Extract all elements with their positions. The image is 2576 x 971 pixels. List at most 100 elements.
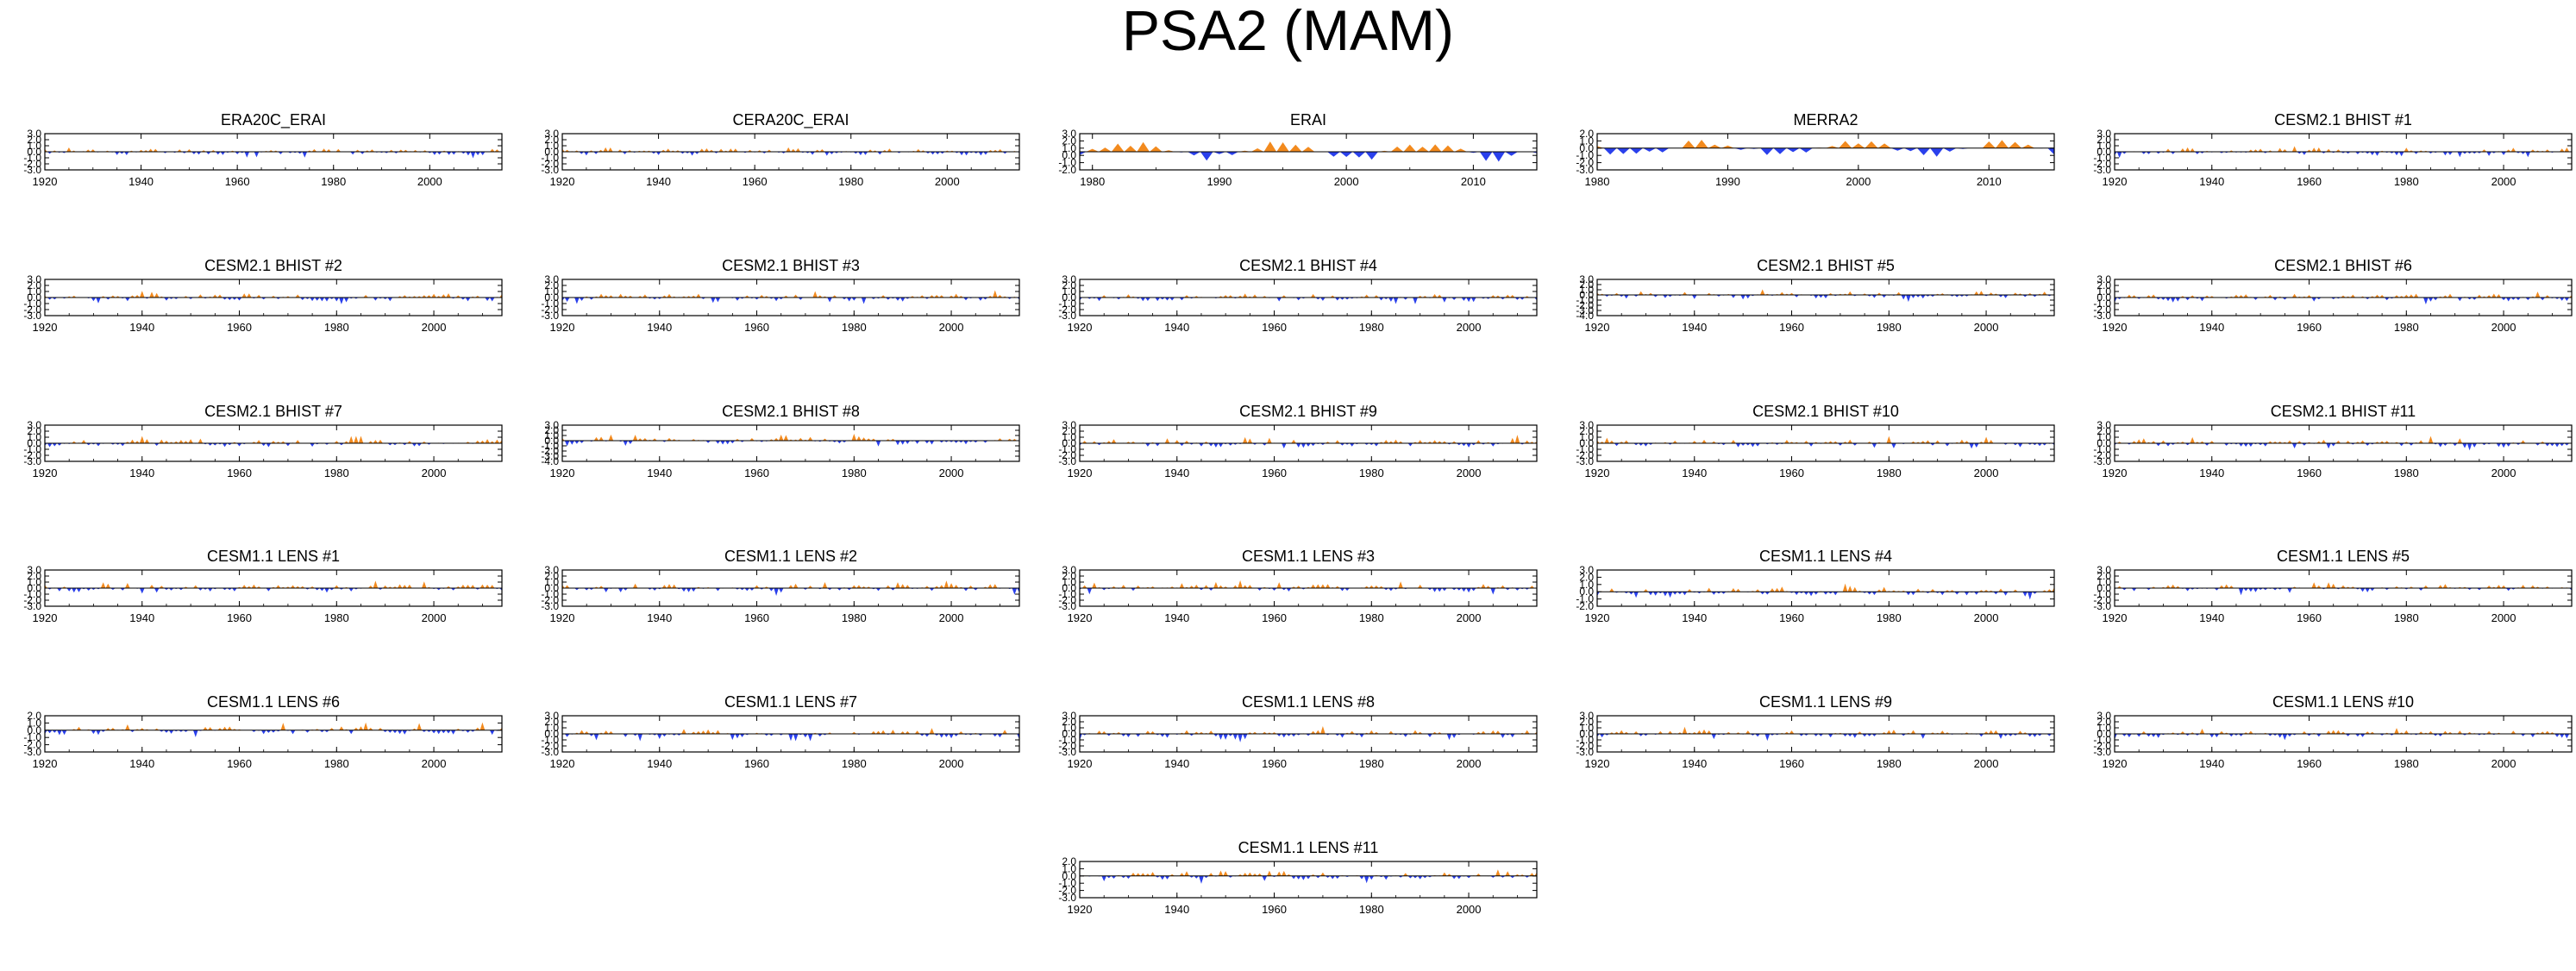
panel-title: CERA20C_ERAI [732, 111, 849, 129]
panel-title: CESM2.1 BHIST #4 [1239, 257, 1377, 274]
x-tick-label: 1980 [1359, 467, 1384, 479]
panel-12: CESM2.1 BHIST #8 3.02.01.00.0-1.0-2.0-3.0… [541, 403, 1020, 479]
y-tick-label: 3.0 [1062, 128, 1076, 140]
y-tick-label: 2.0 [1579, 716, 1594, 728]
y-tick-label: 0.0 [27, 146, 41, 158]
panel-2: CERA20C_ERAI 3.02.01.00.0-1.0-2.0-3.01920… [541, 111, 1020, 188]
y-tick-label: 2.0 [1062, 425, 1076, 437]
y-tick-label: -1.0 [1058, 157, 1076, 169]
x-tick-label: 1920 [550, 611, 575, 624]
y-tick-label: -2.0 [2093, 158, 2111, 170]
x-tick-label: 1960 [2297, 321, 2322, 334]
negative-area [562, 734, 1019, 742]
x-tick-label: 1920 [1068, 467, 1093, 479]
panel-frame [44, 715, 503, 753]
panel-title: CESM1.1 LENS #11 [1238, 839, 1379, 856]
y-tick-label: 2.0 [1579, 571, 1594, 583]
y-tick-label: -2.0 [23, 158, 41, 170]
x-tick-label: 2000 [1457, 757, 1482, 770]
negative-area [47, 588, 502, 594]
panel-title: CESM2.1 BHIST #5 [1757, 257, 1895, 274]
x-tick-label: 1980 [2394, 757, 2419, 770]
y-tick-label: -3.0 [541, 450, 559, 462]
y-tick-label: 0.0 [544, 146, 559, 158]
x-tick-label: 1920 [1585, 467, 1610, 479]
x-tick-label: 1980 [1359, 321, 1384, 334]
positive-area [66, 722, 502, 730]
y-tick-label: 2.0 [2097, 134, 2111, 146]
y-tick-label: -2.0 [2093, 594, 2111, 606]
x-tick-label: 2000 [2491, 321, 2516, 334]
positive-area [1597, 140, 2035, 148]
panel-frame [1596, 279, 2055, 316]
y-tick-label: -3.0 [2093, 746, 2111, 758]
y-tick-label: -2.0 [1058, 740, 1076, 752]
panel-title: CESM2.1 BHIST #8 [722, 403, 860, 420]
negative-area [47, 152, 502, 159]
x-tick-label: 1960 [227, 321, 252, 334]
panel-title: CESM1.1 LENS #8 [1242, 693, 1375, 711]
y-tick-label: 1.0 [544, 429, 559, 442]
y-tick-label: 1.0 [2097, 431, 2111, 443]
y-tick-label: 0.0 [1062, 870, 1076, 882]
x-tick-label: 2000 [1457, 611, 1482, 624]
positive-area [1081, 869, 1537, 876]
y-tick-label: -1.0 [541, 588, 559, 600]
y-tick-label: -3.0 [2093, 310, 2111, 322]
panel-title: CESM2.1 BHIST #2 [204, 257, 342, 274]
y-tick-label: 3.0 [27, 128, 41, 140]
y-tick-label: -1.0 [541, 152, 559, 164]
y-tick-label: -2.0 [1058, 164, 1076, 176]
negative-area [1597, 592, 2038, 600]
positive-area [1087, 726, 1537, 734]
x-tick-label: 1920 [33, 467, 58, 479]
panel-5: CESM2.1 BHIST #1 3.02.01.00.0-1.0-2.0-3.0… [2093, 111, 2573, 188]
x-tick-label: 1920 [2103, 175, 2128, 188]
panel-title: CESM1.1 LENS #7 [724, 693, 857, 711]
x-tick-label: 1960 [1262, 321, 1287, 334]
y-tick-label: 3.0 [1579, 273, 1594, 285]
negative-area [1604, 295, 2053, 303]
negative-area [562, 298, 1019, 304]
y-tick-label: 1.0 [2097, 576, 2111, 588]
y-tick-label: -2.0 [23, 739, 41, 751]
y-tick-label: 0.0 [1579, 142, 1594, 154]
negative-area [1614, 443, 2054, 449]
y-tick-label: 2.0 [27, 425, 41, 437]
y-tick-label: -3.0 [1576, 164, 1594, 176]
x-tick-label: 2000 [1457, 467, 1482, 479]
y-tick-label: -2.0 [541, 158, 559, 170]
panel-title: CESM1.1 LENS #4 [1759, 548, 1892, 565]
y-tick-label: 0.0 [1579, 289, 1594, 301]
y-tick-label: 0.0 [2097, 728, 2111, 740]
y-tick-label: -1.0 [1058, 298, 1076, 310]
y-tick-label: 2.0 [2097, 279, 2111, 291]
y-tick-label: -3.0 [541, 746, 559, 758]
y-tick-label: 2.0 [27, 134, 41, 146]
x-tick-label: 1960 [1262, 757, 1287, 770]
y-tick-label: -2.0 [1576, 157, 1594, 169]
x-tick-label: 1980 [1877, 757, 1902, 770]
x-tick-label: 1940 [1164, 321, 1189, 334]
y-tick-label: 1.0 [1062, 722, 1076, 734]
y-tick-label: 3.0 [1579, 710, 1594, 722]
panel-title: CESM2.1 BHIST #1 [2274, 111, 2412, 128]
panel-22: CESM1.1 LENS #73.02.01.00.0-1.0-2.0-3.01… [541, 693, 1020, 770]
x-tick-label: 2010 [1461, 175, 1486, 188]
y-tick-label: 2.0 [1062, 135, 1076, 147]
x-tick-label: 1920 [33, 175, 58, 188]
y-tick-label: -2.0 [23, 449, 41, 461]
x-tick-label: 1980 [1585, 175, 1610, 188]
y-tick-label: 1.0 [544, 576, 559, 588]
y-tick-label: 0.0 [27, 582, 41, 594]
y-tick-label: 3.0 [27, 419, 41, 431]
panel-title: ERAI [1290, 111, 1326, 128]
positive-area [45, 147, 500, 152]
panel-title: CESM1.1 LENS #3 [1242, 548, 1375, 565]
x-tick-label: 1940 [2199, 321, 2224, 334]
panel-title: CESM1.1 LENS #6 [207, 693, 340, 711]
y-tick-label: 1.0 [1579, 579, 1594, 591]
negative-area [1080, 588, 1537, 595]
y-tick-label: -1.0 [2093, 152, 2111, 164]
